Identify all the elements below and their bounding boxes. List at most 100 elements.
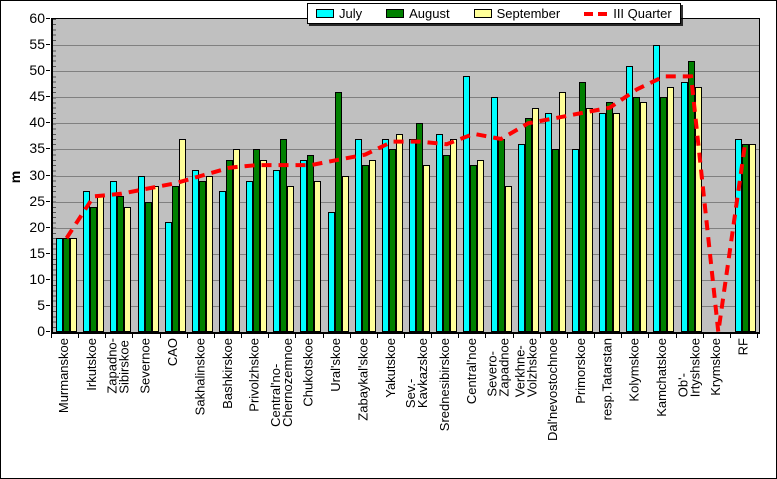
x-category-label: Chukotskoe	[300, 338, 316, 407]
y-tick-label: 25	[29, 192, 45, 209]
y-tick-label: 0	[37, 323, 45, 339]
bar-july	[110, 180, 118, 332]
x-tick-mark	[349, 333, 351, 338]
x-tick-mark	[322, 333, 324, 338]
x-category-label: resp.Tatarstan	[599, 338, 615, 421]
chart-legend: July August September III Quarter	[307, 3, 681, 24]
gridline	[53, 305, 759, 307]
bar-september	[233, 149, 240, 332]
gridline	[53, 149, 759, 151]
x-tick-mark	[376, 333, 378, 338]
x-tick-mark	[132, 333, 134, 338]
gridline	[53, 175, 759, 177]
bar-august	[741, 144, 749, 332]
bar-july	[219, 191, 226, 332]
x-category-label: Privolzhskoe	[246, 338, 262, 412]
bar-september	[124, 206, 132, 332]
gridline	[53, 45, 759, 47]
y-tick-mark	[46, 174, 50, 176]
y-tick-mark	[46, 44, 50, 46]
x-category-label: Ob'- Irtyshskoe	[675, 338, 703, 398]
bar-july	[164, 222, 172, 332]
x-category-label: Irkutskoe	[83, 338, 99, 391]
y-tick-mark	[46, 331, 50, 332]
x-tick-mark	[648, 333, 650, 338]
bar-september	[423, 165, 431, 332]
x-tick-mark	[78, 333, 80, 338]
y-tick-mark	[46, 200, 50, 202]
x-tick-mark	[213, 333, 215, 338]
bar-july	[327, 212, 335, 332]
x-category-label: Murmanskoe	[56, 338, 72, 414]
bar-july	[626, 65, 634, 332]
bar-august	[280, 138, 288, 332]
x-tick-mark	[458, 333, 460, 338]
legend-item-july: July	[316, 6, 362, 21]
x-category-label: Zapadno- Sibirskoe	[104, 338, 132, 394]
bar-july	[734, 138, 742, 332]
x-tick-mark	[675, 333, 677, 338]
legend-label: September	[496, 6, 561, 21]
gridline	[53, 71, 759, 73]
x-tick-mark	[621, 333, 623, 338]
x-category-label: Sakhalinskoe	[192, 338, 208, 416]
x-category-label: Dal'nevostochnoe	[545, 338, 561, 441]
x-tick-mark	[159, 333, 161, 338]
trend-line-iii-quarter	[64, 74, 748, 333]
y-tick-label: 30	[29, 166, 45, 183]
bar-august	[226, 159, 233, 332]
x-tick-mark	[702, 333, 704, 338]
y-tick-label: 55	[29, 36, 45, 53]
bar-august	[307, 154, 315, 332]
y-tick-mark	[46, 304, 50, 306]
x-category-label: Verkhne- Volzhskoe	[512, 338, 540, 398]
bar-august	[551, 149, 559, 332]
bar-september	[368, 159, 376, 332]
bar-july	[599, 112, 607, 332]
x-tick-mark	[539, 333, 541, 338]
y-tick-label: 5	[37, 296, 45, 313]
x-category-label: Bashkirskoe	[219, 338, 235, 409]
x-axis-labels: Murmanskoe Irkutskoe Zapadno- Sibirskoe Sev…	[1, 338, 776, 478]
bar-august	[63, 238, 71, 332]
bar-august	[90, 206, 98, 332]
y-tick-mark	[46, 122, 50, 124]
y-tick-label: 35	[29, 140, 45, 157]
x-tick-mark	[566, 333, 568, 338]
bar-september	[504, 185, 512, 332]
bar-september	[205, 175, 213, 332]
x-category-label: RF	[735, 338, 751, 356]
bar-july	[191, 170, 199, 332]
bar-july	[653, 45, 661, 332]
legend-item-september: September	[473, 6, 561, 21]
gridline	[53, 227, 759, 229]
plot-area	[51, 18, 760, 334]
legend-label: August	[409, 6, 450, 21]
x-tick-mark	[512, 333, 514, 338]
y-tick-mark	[46, 18, 50, 19]
bar-july	[56, 238, 64, 332]
x-category-label: Severnoe	[138, 338, 154, 394]
y-tick-mark	[46, 96, 50, 98]
legend-swatch	[386, 9, 405, 18]
legend-item-august: August	[386, 6, 450, 21]
x-category-label: Kamchatskoe	[653, 338, 669, 417]
bar-july	[680, 81, 688, 332]
gridline	[53, 253, 759, 255]
y-tick-label: 45	[29, 88, 45, 105]
bar-september	[640, 102, 648, 332]
x-tick-mark	[431, 333, 433, 338]
bar-september	[314, 180, 322, 332]
x-tick-mark	[295, 333, 297, 338]
x-category-label: CAO	[165, 338, 181, 367]
x-tick-mark	[594, 333, 596, 338]
bar-september	[613, 112, 621, 332]
x-category-label: Sev.- Kavkazskoe	[403, 338, 431, 409]
bar-august	[579, 81, 586, 332]
bar-july	[273, 170, 281, 332]
bar-august	[470, 165, 478, 332]
bar-july	[463, 76, 471, 332]
bar-july	[436, 133, 444, 332]
bar-august	[171, 185, 179, 332]
